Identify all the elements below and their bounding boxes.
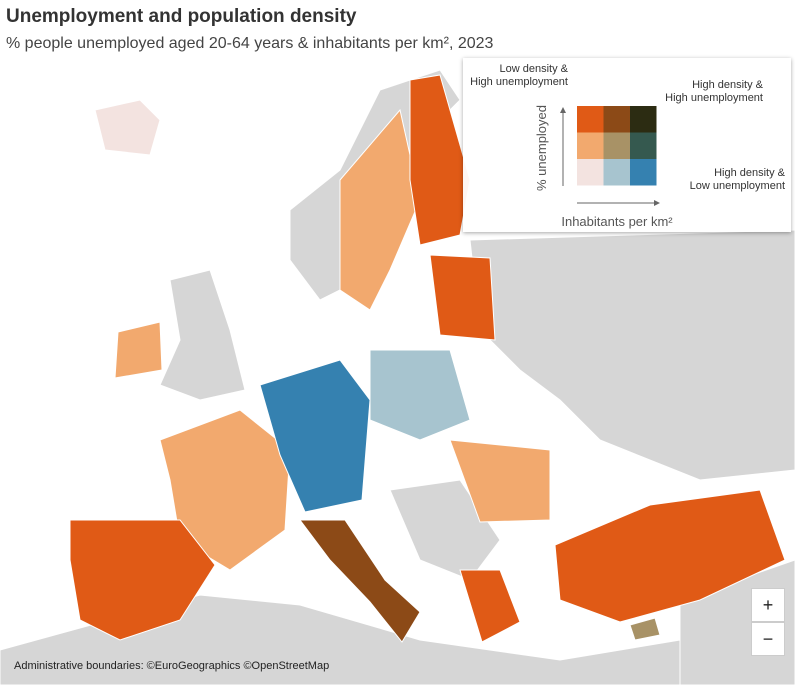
land xyxy=(114,321,163,379)
land xyxy=(459,569,521,643)
attribution: Administrative boundaries: ©EuroGeograph… xyxy=(14,660,330,672)
land xyxy=(629,617,661,641)
legend-swatch xyxy=(603,106,630,133)
legend-annotation: Low density & xyxy=(500,63,569,75)
land xyxy=(429,254,496,341)
legend-annotation: High unemployment xyxy=(665,92,763,104)
legend-swatch xyxy=(630,132,657,159)
legend-annotation: High density & xyxy=(714,167,786,179)
legend-swatch xyxy=(630,106,657,133)
x-label: Inhabitants per km² xyxy=(561,214,673,229)
legend-annotation: High density & xyxy=(692,79,764,91)
legend-swatch xyxy=(630,159,657,186)
land xyxy=(449,439,551,523)
legend-graphic: % unemployed Inhabitants per km² Low den… xyxy=(470,63,786,229)
legend-swatch xyxy=(603,132,630,159)
land xyxy=(159,269,246,401)
legend-swatch xyxy=(603,159,630,186)
land xyxy=(369,349,471,441)
legend-annotation: Low unemployment xyxy=(690,180,785,192)
land xyxy=(389,479,501,581)
legend-swatch xyxy=(577,159,604,186)
land xyxy=(339,108,421,311)
land xyxy=(409,74,471,246)
land xyxy=(469,229,795,481)
subtitle: % people unemployed aged 20-64 years & i… xyxy=(6,35,494,52)
land xyxy=(299,519,421,643)
land xyxy=(554,489,786,623)
legend-swatch xyxy=(577,132,604,159)
zoom-out[interactable]: − xyxy=(751,622,785,656)
land xyxy=(159,409,291,571)
legend: % unemployed Inhabitants per km² Low den… xyxy=(463,58,791,232)
legend-annotation: High unemployment xyxy=(470,76,568,88)
land xyxy=(69,519,216,641)
land xyxy=(94,99,161,156)
zoom-in[interactable]: + xyxy=(751,588,785,622)
land xyxy=(259,359,371,513)
title: Unemployment and population density xyxy=(6,6,357,27)
y-label: % unemployed xyxy=(534,105,549,191)
legend-swatch xyxy=(577,106,604,133)
